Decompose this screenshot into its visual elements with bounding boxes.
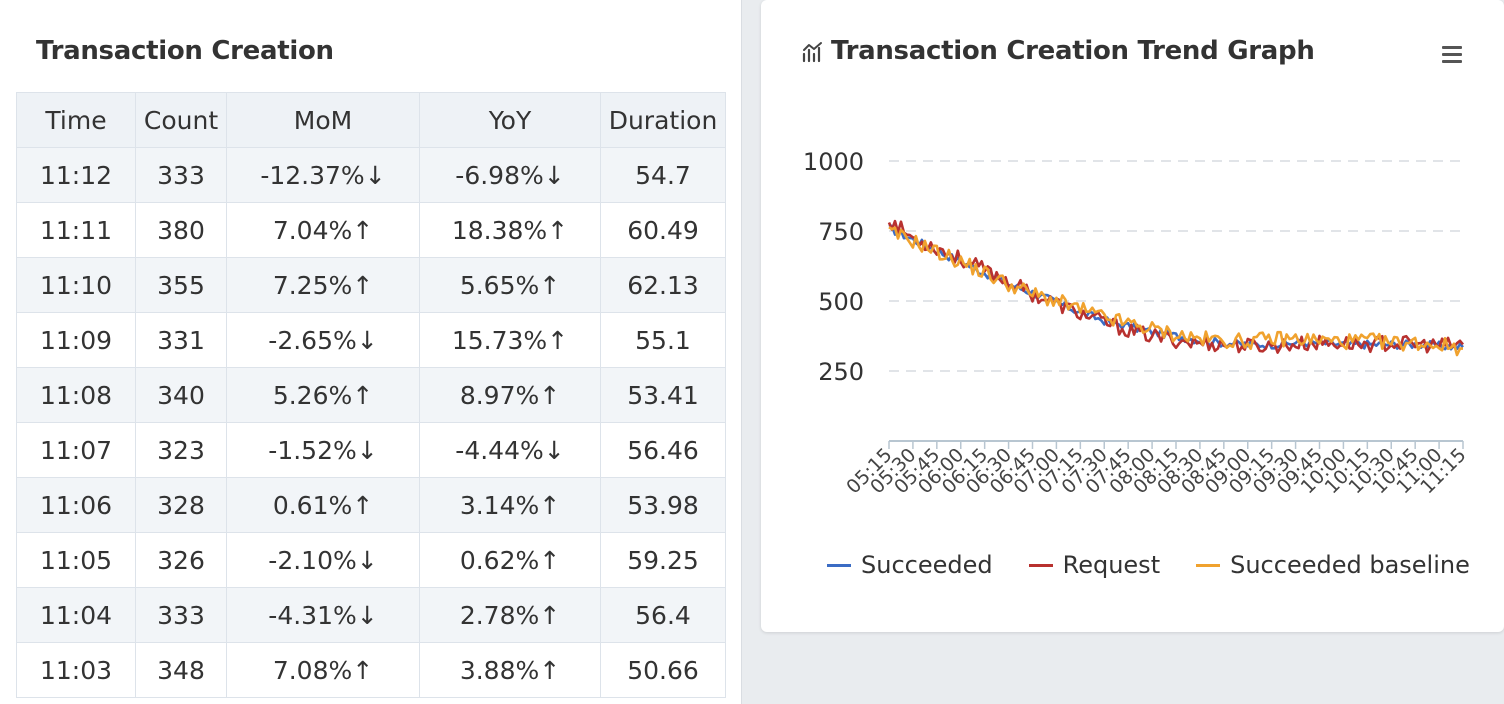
table-header-row: Time Count MoM YoY Duration	[16, 92, 726, 148]
count-cell: 348	[135, 642, 227, 698]
count-cell: 328	[135, 477, 227, 533]
trend-graph-panel: Transaction Creation Trend Graph 250 500 7…	[761, 0, 1504, 632]
count-cell: 326	[135, 532, 227, 588]
hamburger-menu-icon[interactable]	[1442, 46, 1462, 66]
mom-cell: -4.31%↓	[226, 587, 420, 643]
table-row[interactable]: 11:09 331 -2.65%↓ 15.73%↑ 55.1	[16, 312, 726, 368]
mom-cell: -1.52%↓	[226, 422, 420, 478]
legend-item-succeeded-baseline[interactable]: Succeeded baseline	[1196, 551, 1470, 579]
yoy-cell: 2.78%↑	[419, 587, 601, 643]
transaction-creation-panel: Transaction Creation Time Count MoM YoY …	[0, 0, 742, 704]
chart-legend: Succeeded Request Succeeded baseline	[827, 551, 1470, 579]
duration-cell: 50.66	[600, 642, 726, 698]
table-row[interactable]: 11:04 333 -4.31%↓ 2.78%↑ 56.4	[16, 587, 726, 643]
legend-item-request[interactable]: Request	[1028, 551, 1161, 579]
y-tick-label: 1000	[803, 148, 864, 176]
duration-cell: 60.49	[600, 202, 726, 258]
duration-cell: 59.25	[600, 532, 726, 588]
duration-cell: 54.7	[600, 147, 726, 203]
count-cell: 333	[135, 147, 227, 203]
time-cell: 11:10	[16, 257, 136, 313]
chart-icon	[802, 42, 822, 63]
y-tick-label: 500	[818, 288, 864, 316]
legend-item-succeeded[interactable]: Succeeded	[827, 551, 993, 579]
trend-line-chart: 250500750100005:1505:3005:4506:0006:1506…	[803, 148, 1471, 498]
duration-cell: 62.13	[600, 257, 726, 313]
mom-cell: -2.65%↓	[226, 312, 420, 368]
panel-title: Transaction Creation	[36, 36, 334, 66]
time-cell: 11:12	[16, 147, 136, 203]
chart-title: Transaction Creation Trend Graph	[831, 36, 1315, 66]
mom-cell: 0.61%↑	[226, 477, 420, 533]
table-row[interactable]: 11:06 328 0.61%↑ 3.14%↑ 53.98	[16, 477, 726, 533]
legend-swatch	[1196, 563, 1221, 567]
time-cell: 11:11	[16, 202, 136, 258]
series-line-succeeded[interactable]	[888, 223, 1464, 351]
mom-cell: 7.25%↑	[226, 257, 420, 313]
duration-cell: 55.1	[600, 312, 726, 368]
time-cell: 11:05	[16, 532, 136, 588]
mom-cell: -2.10%↓	[226, 532, 420, 588]
yoy-cell: 15.73%↑	[419, 312, 601, 368]
count-cell: 340	[135, 367, 227, 423]
yoy-cell: 18.38%↑	[419, 202, 601, 258]
count-cell: 355	[135, 257, 227, 313]
legend-label: Succeeded baseline	[1230, 551, 1470, 579]
mom-cell: 7.04%↑	[226, 202, 420, 258]
table-row[interactable]: 11:03 348 7.08%↑ 3.88%↑ 50.66	[16, 642, 726, 698]
legend-swatch	[827, 563, 851, 567]
yoy-cell: 8.97%↑	[419, 367, 601, 423]
table-row[interactable]: 11:12 333 -12.37%↓ -6.98%↓ 54.7	[16, 147, 726, 203]
column-header-yoy[interactable]: YoY	[419, 92, 601, 148]
time-cell: 11:06	[16, 477, 136, 533]
time-cell: 11:04	[16, 587, 136, 643]
column-header-duration[interactable]: Duration	[600, 92, 726, 148]
yoy-cell: 3.88%↑	[419, 642, 601, 698]
yoy-cell: -6.98%↓	[419, 147, 601, 203]
mom-cell: 7.08%↑	[226, 642, 420, 698]
column-header-time[interactable]: Time	[16, 92, 136, 148]
series-line-succeeded-baseline[interactable]	[888, 226, 1463, 357]
table-row[interactable]: 11:10 355 7.25%↑ 5.65%↑ 62.13	[16, 257, 726, 313]
column-header-mom[interactable]: MoM	[226, 92, 420, 148]
duration-cell: 56.4	[600, 587, 726, 643]
y-tick-label: 750	[818, 218, 864, 246]
y-tick-label: 250	[818, 358, 864, 386]
mom-cell: -12.37%↓	[226, 147, 420, 203]
transaction-table: Time Count MoM YoY Duration 11:12 333 -12.…	[16, 92, 726, 698]
table-row[interactable]: 11:05 326 -2.10%↓ 0.62%↑ 59.25	[16, 532, 726, 588]
time-cell: 11:03	[16, 642, 136, 698]
count-cell: 323	[135, 422, 227, 478]
legend-swatch	[1028, 563, 1053, 567]
duration-cell: 53.98	[600, 477, 726, 533]
table-row[interactable]: 11:08 340 5.26%↑ 8.97%↑ 53.41	[16, 367, 726, 423]
duration-cell: 56.46	[600, 422, 726, 478]
count-cell: 380	[135, 202, 227, 258]
column-header-count[interactable]: Count	[135, 92, 227, 148]
time-cell: 11:09	[16, 312, 136, 368]
duration-cell: 53.41	[600, 367, 726, 423]
count-cell: 333	[135, 587, 227, 643]
series-line-request[interactable]	[887, 219, 1464, 354]
table-row[interactable]: 11:07 323 -1.52%↓ -4.44%↓ 56.46	[16, 422, 726, 478]
yoy-cell: -4.44%↓	[419, 422, 601, 478]
mom-cell: 5.26%↑	[226, 367, 420, 423]
count-cell: 331	[135, 312, 227, 368]
yoy-cell: 0.62%↑	[419, 532, 601, 588]
time-cell: 11:08	[16, 367, 136, 423]
time-cell: 11:07	[16, 422, 136, 478]
yoy-cell: 5.65%↑	[419, 257, 601, 313]
legend-label: Succeeded	[861, 551, 993, 579]
legend-label: Request	[1062, 551, 1161, 579]
table-row[interactable]: 11:11 380 7.04%↑ 18.38%↑ 60.49	[16, 202, 726, 258]
yoy-cell: 3.14%↑	[419, 477, 601, 533]
